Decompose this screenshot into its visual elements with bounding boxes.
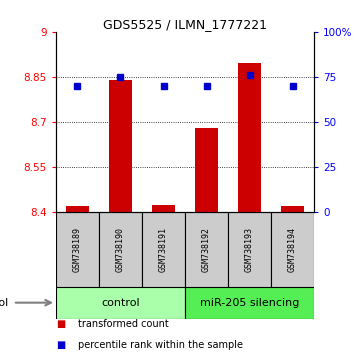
Text: ■: ■ xyxy=(56,340,65,350)
Text: GSM738193: GSM738193 xyxy=(245,227,254,272)
Text: GSM738194: GSM738194 xyxy=(288,227,297,272)
Text: miR-205 silencing: miR-205 silencing xyxy=(200,298,299,308)
Text: GSM738189: GSM738189 xyxy=(73,227,82,272)
Bar xyxy=(99,212,142,287)
Bar xyxy=(56,212,99,287)
Text: ■: ■ xyxy=(56,319,65,329)
Bar xyxy=(142,212,185,287)
Bar xyxy=(271,212,314,287)
Bar xyxy=(109,80,132,212)
Text: GSM738191: GSM738191 xyxy=(159,227,168,272)
Bar xyxy=(281,206,304,212)
Bar xyxy=(152,205,175,212)
Text: GSM738192: GSM738192 xyxy=(202,227,211,272)
Bar xyxy=(238,63,261,212)
Text: control: control xyxy=(101,298,140,308)
Bar xyxy=(66,206,89,212)
Bar xyxy=(228,212,271,287)
Text: percentile rank within the sample: percentile rank within the sample xyxy=(78,340,243,350)
Bar xyxy=(185,212,228,287)
Title: GDS5525 / ILMN_1777221: GDS5525 / ILMN_1777221 xyxy=(103,18,267,31)
Bar xyxy=(56,287,185,319)
Text: transformed count: transformed count xyxy=(78,319,168,329)
Bar xyxy=(185,287,314,319)
Text: protocol: protocol xyxy=(0,298,9,308)
Bar xyxy=(195,128,218,212)
Text: GSM738190: GSM738190 xyxy=(116,227,125,272)
